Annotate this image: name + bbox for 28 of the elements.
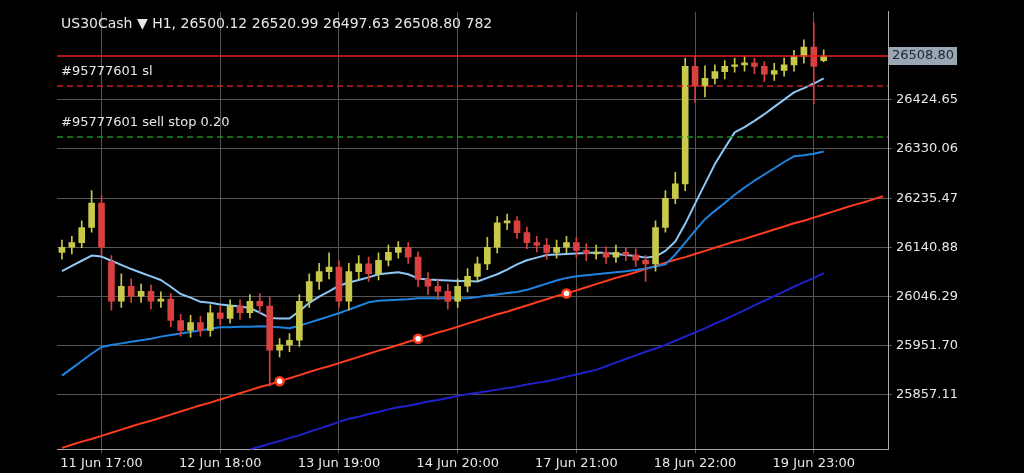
ref-line-label: #95777601 sell stop 0.20 xyxy=(61,113,230,129)
point xyxy=(274,376,285,387)
candlestick xyxy=(256,293,264,314)
y-tick-label: 25951.70 xyxy=(896,336,959,352)
ref-line-label: #95777601 sl xyxy=(61,62,153,78)
x-tick-label: 13 Jun 19:00 xyxy=(297,454,381,470)
y-tick-label: 26235.47 xyxy=(896,189,959,205)
x-tick-label: 19 Jun 23:00 xyxy=(772,454,856,470)
x-tick-label: 12 Jun 18:00 xyxy=(178,454,262,470)
y-tick-label: 26046.29 xyxy=(896,287,959,303)
candlestick xyxy=(582,243,590,262)
y-tick-label: 26330.06 xyxy=(896,140,959,156)
x-tick-label: 14 Jun 20:00 xyxy=(416,454,499,470)
candlestick xyxy=(770,62,778,81)
ref-line-label: 26508.80 xyxy=(892,47,955,63)
candlestick xyxy=(533,235,541,253)
point xyxy=(561,288,572,299)
candlestick xyxy=(157,291,165,308)
x-tick-label: 17 Jun 21:00 xyxy=(535,454,618,470)
y-tick-label: 26424.65 xyxy=(896,91,959,107)
point xyxy=(412,333,424,344)
x-tick-label: 18 Jun 22:00 xyxy=(653,454,737,470)
x-tick-label: 11 Jun 17:00 xyxy=(60,454,143,470)
chart-title: US30Cash ▼ H1, 26500.12 26520.99 26497.63 26508.80 782 xyxy=(61,15,493,32)
y-tick-label: 25857.11 xyxy=(896,386,959,402)
y-tick-label: 26140.88 xyxy=(896,238,959,254)
candlestick xyxy=(503,213,511,230)
candlestick xyxy=(810,22,818,105)
